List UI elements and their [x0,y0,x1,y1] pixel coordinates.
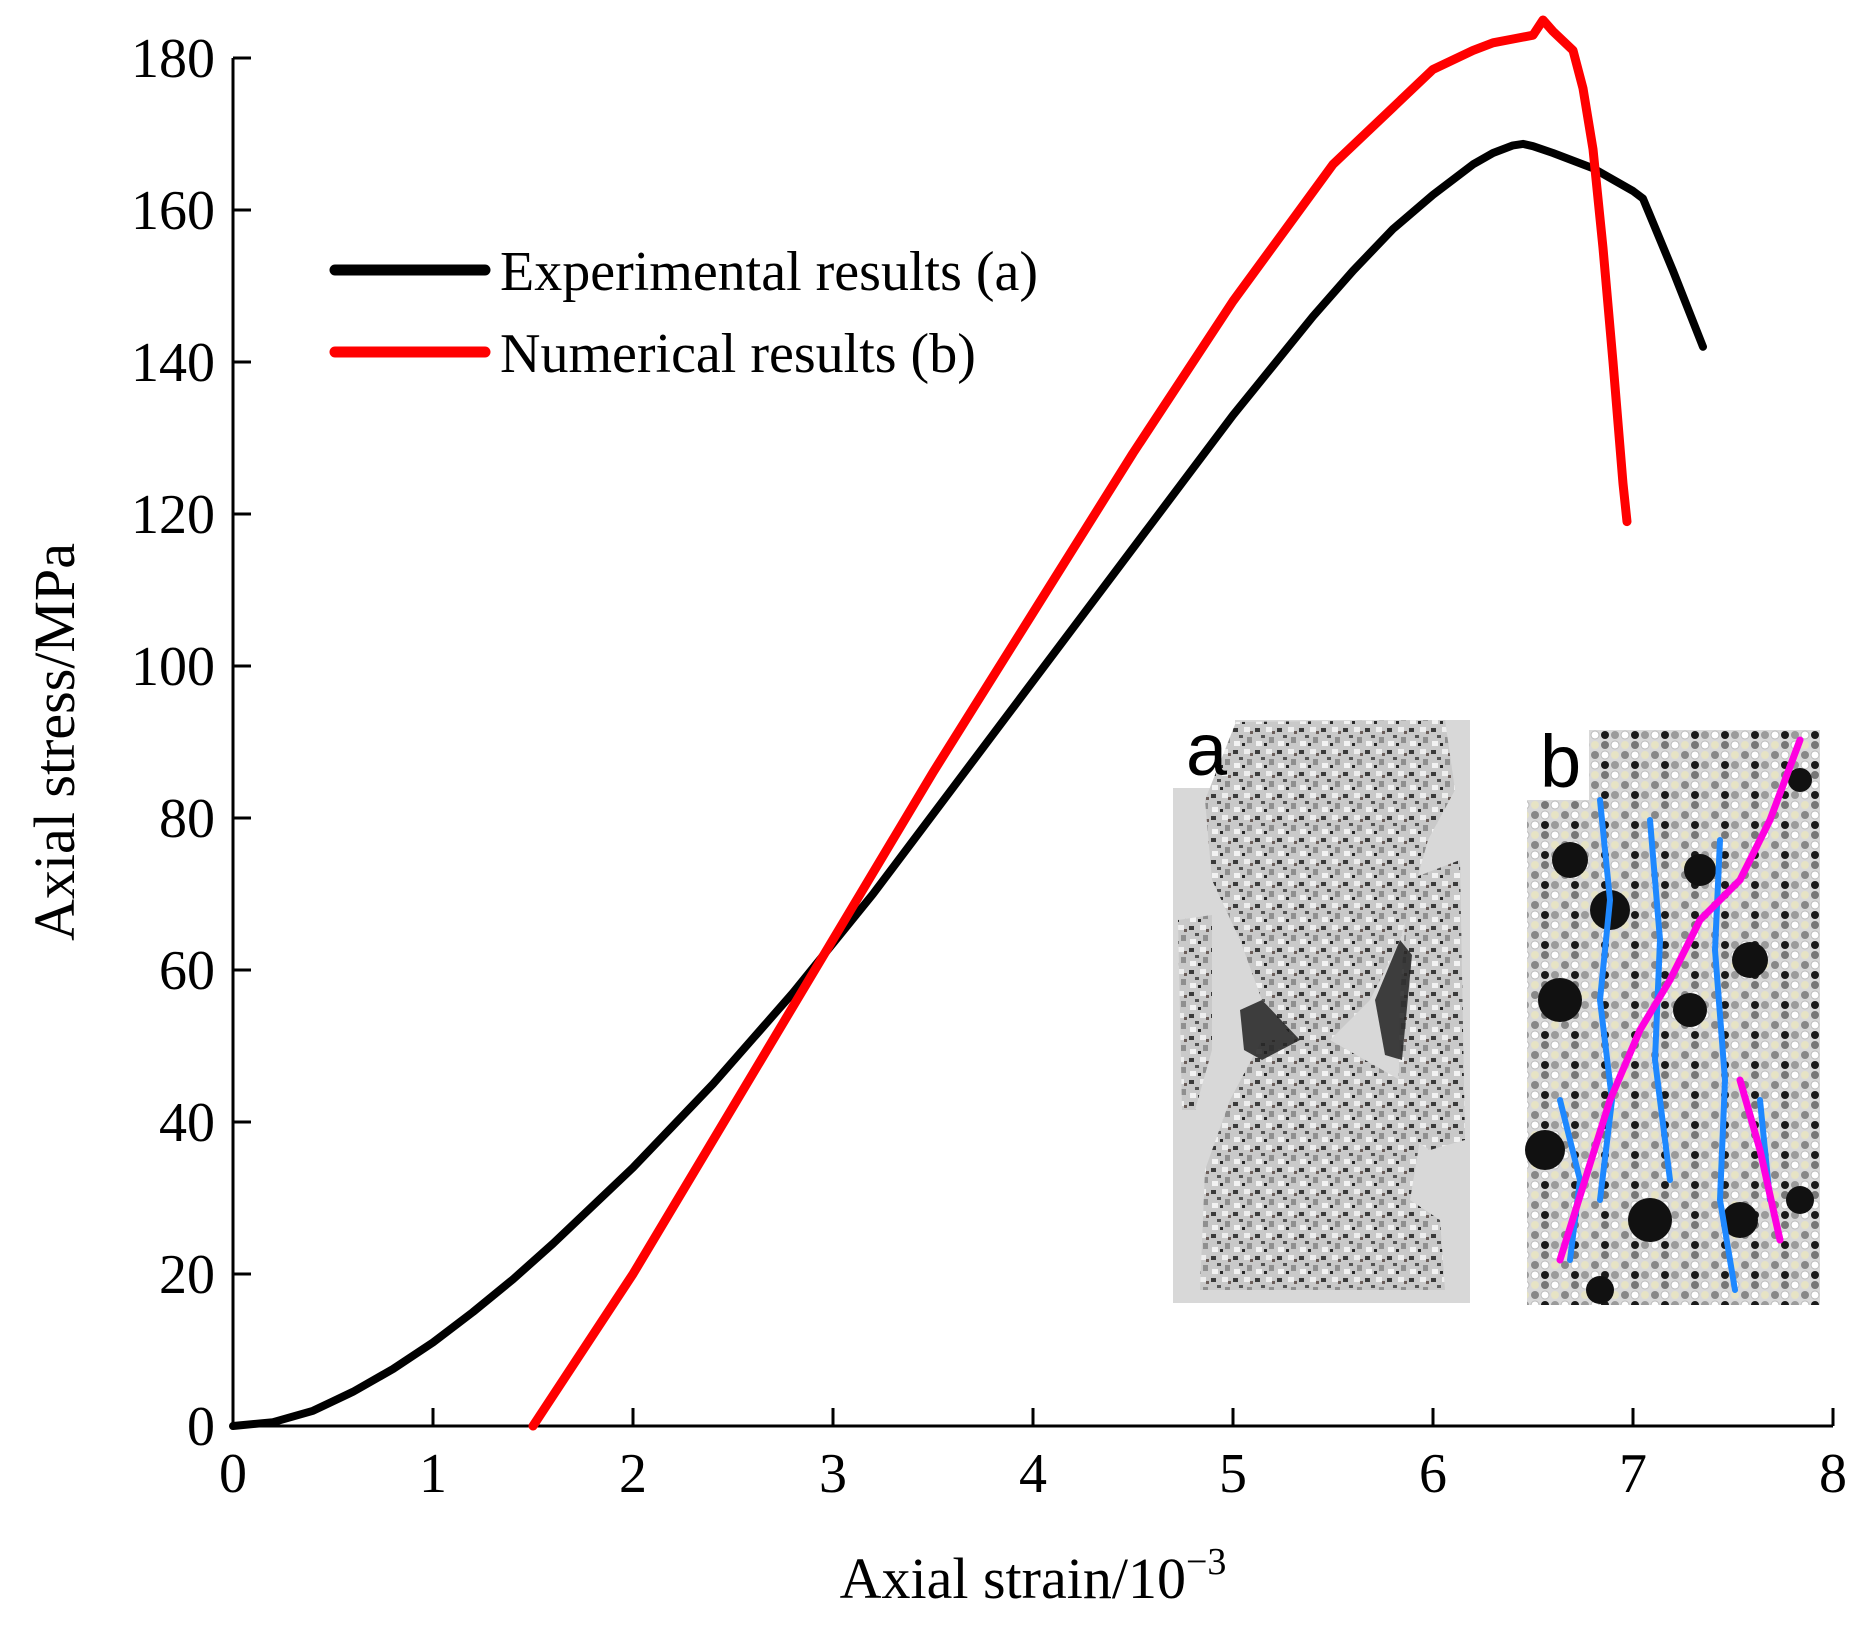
specimen-lower-block [1200,1040,1445,1290]
specimen-upper-block [1205,720,1455,1040]
series-line-numerical [528,15,1632,1431]
x-axis-title: Axial strain/10−3 [840,1541,1227,1611]
model-black-clusters [1525,768,1814,1304]
specimen-left-fragment [1178,915,1212,1110]
legend-label-numerical: Numerical results (b) [500,323,976,385]
x-tick-label: 7 [1619,1443,1647,1505]
y-axis-title: Axial stress/MPa [22,543,87,941]
inset-numerical-model: b [1525,720,1820,1305]
x-axis-ticks: 0 1 2 3 4 5 6 7 8 [219,1408,1847,1505]
inset-label-b: b [1540,720,1581,803]
y-axis-ticks: 0 20 40 60 80 100 120 140 160 180 [131,28,251,1458]
y-tick-label: 0 [187,1396,215,1458]
inset-model-label-background [1527,730,1589,800]
specimen-fracture-shadow-right [1375,940,1412,1060]
x-tick-label: 6 [1419,1443,1447,1505]
x-tick-label: 3 [819,1443,847,1505]
x-tick-label: 2 [619,1443,647,1505]
y-tick-label: 120 [131,484,215,546]
x-axis-title-exponent: −3 [1186,1541,1226,1583]
y-tick-label: 160 [131,180,215,242]
specimen-fracture-shadow [1240,1000,1300,1060]
y-tick-label: 100 [131,636,215,698]
series-layer [229,15,1707,1431]
y-tick-label: 40 [159,1092,215,1154]
specimen-right-fragment [1398,860,1465,1150]
series-line-experimental [229,139,1707,1430]
legend: Experimental results (a) Numerical resul… [329,241,1038,385]
y-tick-label: 20 [159,1244,215,1306]
model-crack-magenta [1556,736,1804,1264]
x-axis-title-text: Axial strain/10 [840,1546,1186,1611]
inset-label-a: a [1186,708,1228,791]
y-tick-label: 80 [159,788,215,850]
x-tick-label: 5 [1219,1443,1247,1505]
legend-label-experimental: Experimental results (a) [500,241,1038,303]
y-tick-label: 140 [131,332,215,394]
x-tick-label: 8 [1819,1443,1847,1505]
y-tick-label: 60 [159,940,215,1002]
x-tick-label: 4 [1019,1443,1047,1505]
x-tick-label: 0 [219,1443,247,1505]
inset-photo-experimental: a [1173,708,1470,1303]
x-tick-label: 1 [419,1443,447,1505]
y-tick-label: 180 [131,28,215,90]
